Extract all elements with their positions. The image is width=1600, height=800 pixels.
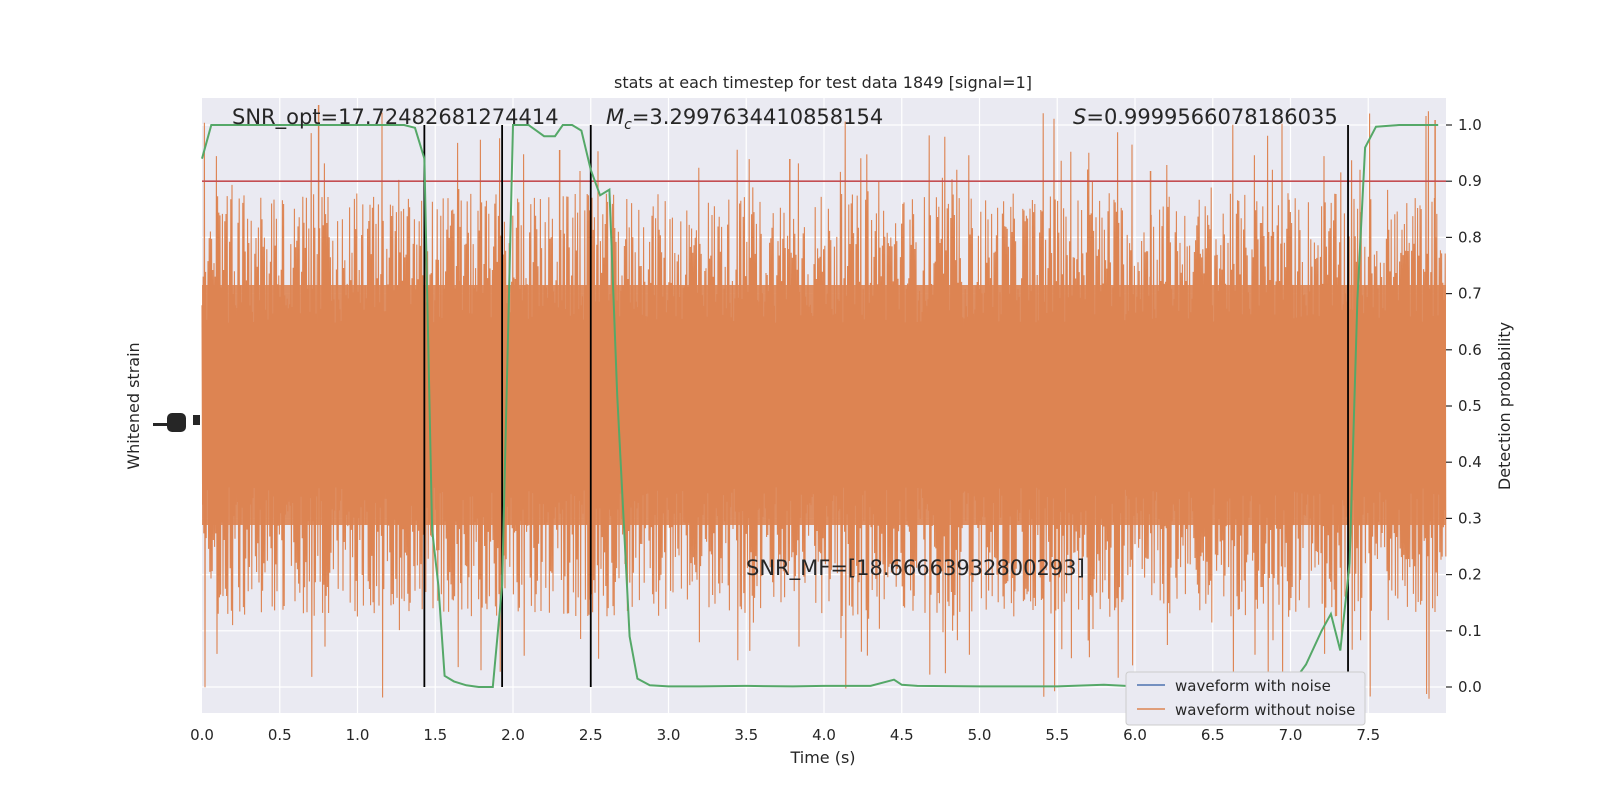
annotation-snr-mf: SNR_MF=[18.66663932800293] (746, 556, 1085, 581)
y-right-tick-label: 0.9 (1458, 172, 1482, 190)
strain-waveform (201, 105, 1447, 699)
s-symbol: S (1073, 105, 1086, 129)
y-right-tick-label: 0.4 (1458, 453, 1482, 471)
s-value: =0.9999566078186035 (1086, 105, 1337, 129)
annotation-s: S=0.9999566078186035 (1073, 105, 1338, 129)
left-axis-collapsed-ticks (153, 413, 200, 432)
left-axis-tick-label-blob (167, 413, 186, 432)
y-right-tick-label: 0.2 (1458, 566, 1482, 584)
left-axis-tick-mark (193, 415, 200, 425)
y-right-axis-label: Detection probability (1495, 322, 1514, 490)
x-tick-label: 6.5 (1201, 726, 1225, 744)
y-right-axis-ticks: 0.0 0.1 0.2 0.3 0.4 0.5 0.6 0.7 0.8 0.9 1.0 (1446, 116, 1482, 696)
x-tick-label: 6.0 (1123, 726, 1147, 744)
y-right-tick-label: 0.7 (1458, 285, 1482, 303)
x-axis-label: Time (s) (789, 748, 855, 767)
x-tick-label: 3.5 (734, 726, 758, 744)
x-tick-label: 1.0 (346, 726, 370, 744)
x-tick-label: 1.5 (423, 726, 447, 744)
chart-title: stats at each timestep for test data 184… (614, 73, 1032, 92)
x-tick-label: 5.0 (968, 726, 992, 744)
y-right-tick-label: 0.8 (1458, 228, 1482, 246)
x-tick-label: 7.5 (1356, 726, 1380, 744)
annotation-chirp-mass: Mc=3.2997634410858154 (606, 105, 883, 133)
x-tick-label: 4.5 (890, 726, 914, 744)
y-right-tick-label: 0.5 (1458, 397, 1482, 415)
y-left-axis-label: Whitened strain (124, 342, 143, 469)
y-right-tick-label: 1.0 (1458, 116, 1482, 134)
strain-waveform-core (202, 285, 1446, 525)
x-tick-label: 3.0 (657, 726, 681, 744)
chirp-mass-subscript: c (624, 117, 632, 133)
x-tick-label: 7.0 (1279, 726, 1303, 744)
y-right-tick-label: 0.1 (1458, 622, 1482, 640)
y-right-tick-label: 0.3 (1458, 509, 1482, 527)
x-tick-label: 5.5 (1045, 726, 1069, 744)
legend: waveform with noise waveform without noi… (1125, 671, 1366, 726)
x-tick-label: 2.5 (579, 726, 603, 744)
legend-label-with-noise: waveform with noise (1175, 677, 1331, 695)
x-tick-label: 4.0 (812, 726, 836, 744)
y-right-tick-label: 0.6 (1458, 341, 1482, 359)
chirp-mass-symbol: M (606, 105, 624, 129)
x-axis-ticks: 0.0 0.5 1.0 1.5 2.0 2.5 3.0 3.5 4.0 4.5 5.0 5.5 6.0 6… (190, 726, 1380, 744)
legend-box (1125, 671, 1366, 726)
x-tick-label: 0.5 (268, 726, 292, 744)
left-axis-tick-cluster (153, 423, 175, 426)
chirp-mass-value: =3.2997634410858154 (632, 105, 883, 129)
x-tick-label: 2.0 (501, 726, 525, 744)
legend-label-without-noise: waveform without noise (1175, 701, 1355, 719)
annotation-snr-opt: SNR_opt=17.72482681274414 (232, 105, 559, 130)
x-tick-label: 0.0 (190, 726, 214, 744)
y-right-tick-label: 0.0 (1458, 678, 1482, 696)
